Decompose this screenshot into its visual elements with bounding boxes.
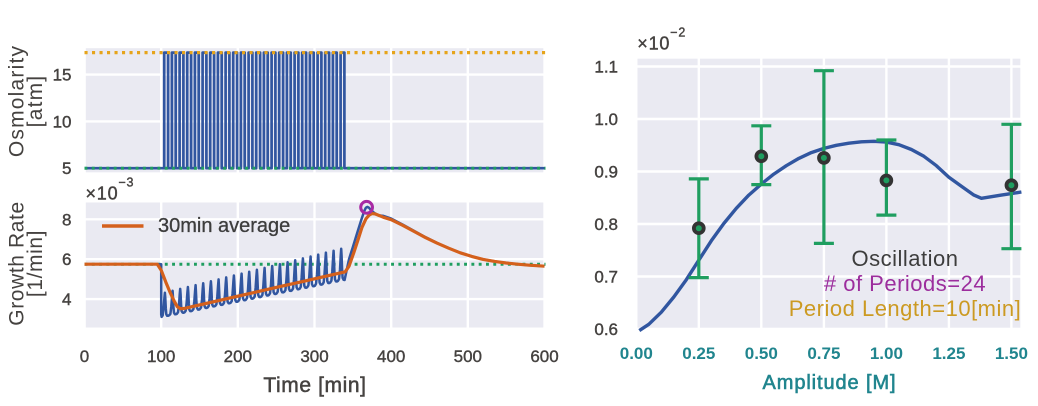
svg-text:Oscillation: Oscillation — [852, 246, 959, 271]
svg-text:300: 300 — [300, 347, 328, 366]
svg-text:0.50: 0.50 — [745, 344, 778, 363]
svg-text:×10−2: ×10−2 — [637, 26, 686, 54]
svg-text:0.6: 0.6 — [594, 320, 618, 339]
svg-text:400: 400 — [377, 347, 405, 366]
svg-text:1.25: 1.25 — [932, 344, 965, 363]
svg-text:Growth Rate[1/min]: Growth Rate[1/min] — [6, 201, 48, 325]
svg-text:8: 8 — [62, 210, 71, 229]
svg-text:0.8: 0.8 — [594, 215, 618, 234]
svg-text:1.1: 1.1 — [594, 58, 618, 77]
svg-text:15: 15 — [53, 66, 72, 85]
svg-text:500: 500 — [454, 347, 482, 366]
svg-text:4: 4 — [62, 290, 71, 309]
svg-text:0.7: 0.7 — [594, 268, 618, 287]
svg-text:# of Periods=24: # of Periods=24 — [824, 271, 986, 296]
svg-text:1.0: 1.0 — [594, 110, 618, 129]
svg-text:0.00: 0.00 — [620, 344, 653, 363]
svg-text:30min average: 30min average — [158, 215, 290, 237]
svg-text:5: 5 — [62, 159, 71, 178]
svg-text:0: 0 — [80, 347, 89, 366]
svg-text:Osmolarity[atm]: Osmolarity[atm] — [6, 45, 48, 157]
svg-text:Time [min]: Time [min] — [263, 374, 366, 397]
svg-text:0.25: 0.25 — [682, 344, 715, 363]
svg-text:0.75: 0.75 — [807, 344, 840, 363]
svg-text:600: 600 — [530, 347, 558, 366]
svg-text:200: 200 — [224, 347, 252, 366]
svg-text:10: 10 — [53, 112, 72, 131]
svg-text:1.00: 1.00 — [870, 344, 903, 363]
svg-text:Amplitude [M]: Amplitude [M] — [763, 372, 897, 394]
svg-text:Period Length=10[min]: Period Length=10[min] — [789, 296, 1022, 321]
svg-text:×10−3: ×10−3 — [86, 176, 135, 204]
svg-text:6: 6 — [62, 250, 71, 269]
svg-text:1.50: 1.50 — [995, 344, 1028, 363]
svg-text:100: 100 — [147, 347, 175, 366]
svg-text:0.9: 0.9 — [594, 163, 618, 182]
